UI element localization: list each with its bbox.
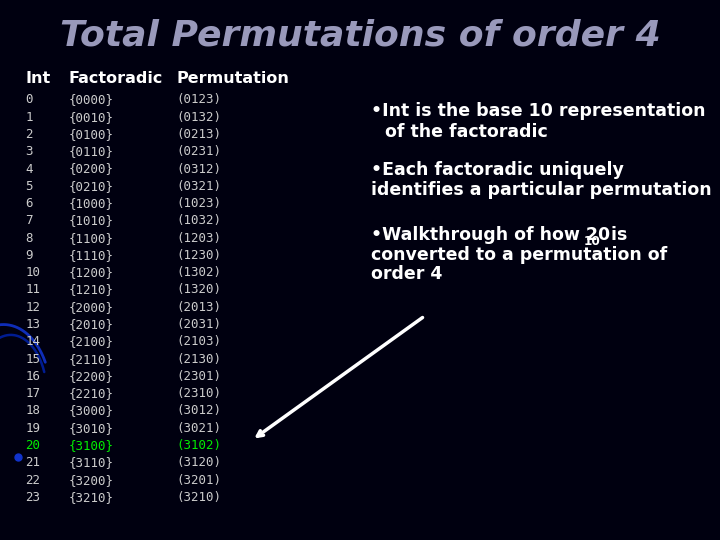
Text: (3210): (3210) [176,491,222,504]
Text: (0132): (0132) [176,111,222,124]
Text: 3: 3 [25,145,32,158]
Text: (1302): (1302) [176,266,222,279]
Text: {2010}: {2010} [68,318,114,331]
Text: {0210}: {0210} [68,180,114,193]
Text: •Int is the base 10 representation: •Int is the base 10 representation [371,102,706,120]
Text: {3200}: {3200} [68,474,114,487]
Text: 22: 22 [25,474,40,487]
Text: (1203): (1203) [176,232,222,245]
Text: (2031): (2031) [176,318,222,331]
Text: Permutation: Permutation [176,71,289,86]
Text: Total Permutations of order 4: Total Permutations of order 4 [60,18,660,52]
Text: 19: 19 [25,422,40,435]
Text: (0321): (0321) [176,180,222,193]
Text: {2100}: {2100} [68,335,114,348]
Text: •Walkthrough of how 20: •Walkthrough of how 20 [371,226,610,244]
Text: (3102): (3102) [176,439,222,452]
Text: {0000}: {0000} [68,93,114,106]
Text: 23: 23 [25,491,40,504]
Text: 14: 14 [25,335,40,348]
Text: (2103): (2103) [176,335,222,348]
Text: Int: Int [25,71,50,86]
Text: 10: 10 [25,266,40,279]
Text: (1320): (1320) [176,284,222,296]
Text: (3120): (3120) [176,456,222,469]
Text: (3012): (3012) [176,404,222,417]
Text: (2013): (2013) [176,301,222,314]
Text: (3201): (3201) [176,474,222,487]
Text: (0213): (0213) [176,128,222,141]
Text: {0100}: {0100} [68,128,114,141]
Text: {0110}: {0110} [68,145,114,158]
Text: (3021): (3021) [176,422,222,435]
Text: 9: 9 [25,249,32,262]
Text: 4: 4 [25,163,32,176]
Text: (0312): (0312) [176,163,222,176]
Text: 21: 21 [25,456,40,469]
Text: Factoradic: Factoradic [68,71,163,86]
Text: •Each factoradic uniquely: •Each factoradic uniquely [371,161,624,179]
Text: {3100}: {3100} [68,439,114,452]
Text: {1000}: {1000} [68,197,114,210]
Text: {1200}: {1200} [68,266,114,279]
Text: 0: 0 [25,93,32,106]
Text: converted to a permutation of: converted to a permutation of [371,246,667,264]
Text: {1010}: {1010} [68,214,114,227]
Text: {3010}: {3010} [68,422,114,435]
Text: {1210}: {1210} [68,284,114,296]
Text: order 4: order 4 [371,265,442,284]
Text: (0231): (0231) [176,145,222,158]
Text: 11: 11 [25,284,40,296]
Text: {3210}: {3210} [68,491,114,504]
Text: 16: 16 [25,370,40,383]
Text: 7: 7 [25,214,32,227]
Text: {2210}: {2210} [68,387,114,400]
Text: 20: 20 [25,439,40,452]
Text: 10: 10 [584,235,600,248]
Text: of the factoradic: of the factoradic [385,123,548,141]
Text: {1110}: {1110} [68,249,114,262]
Text: is: is [605,226,627,244]
Text: {1100}: {1100} [68,232,114,245]
Text: 13: 13 [25,318,40,331]
Text: 18: 18 [25,404,40,417]
Text: (2301): (2301) [176,370,222,383]
Text: 1: 1 [25,111,32,124]
Text: (0123): (0123) [176,93,222,106]
Text: {2110}: {2110} [68,353,114,366]
Text: 2: 2 [25,128,32,141]
Text: (1032): (1032) [176,214,222,227]
Text: 6: 6 [25,197,32,210]
Text: 5: 5 [25,180,32,193]
Text: {3110}: {3110} [68,456,114,469]
Text: identifies a particular permutation: identifies a particular permutation [371,181,711,199]
Text: (1230): (1230) [176,249,222,262]
Text: (2310): (2310) [176,387,222,400]
Text: 8: 8 [25,232,32,245]
Text: {0200}: {0200} [68,163,114,176]
Text: (1023): (1023) [176,197,222,210]
Text: 17: 17 [25,387,40,400]
Text: {2000}: {2000} [68,301,114,314]
Text: (2130): (2130) [176,353,222,366]
Text: {2200}: {2200} [68,370,114,383]
Text: 15: 15 [25,353,40,366]
Text: 12: 12 [25,301,40,314]
Text: {0010}: {0010} [68,111,114,124]
Text: {3000}: {3000} [68,404,114,417]
